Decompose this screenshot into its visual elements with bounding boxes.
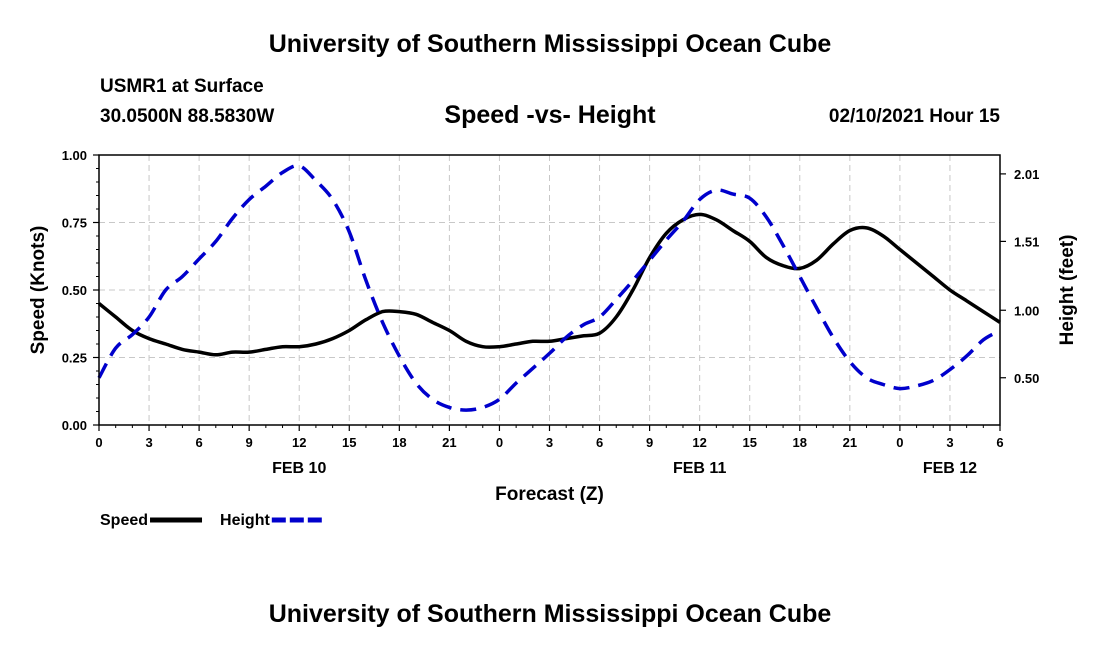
y2-tick-label: 0.50 (1014, 371, 1039, 386)
date-label: FEB 11 (673, 460, 726, 477)
x-tick-label: 21 (843, 435, 857, 450)
date-label: FEB 10 (272, 460, 326, 477)
y2-axis-label: Height (feet) (1057, 235, 1078, 346)
x-tick-label: 18 (793, 435, 807, 450)
main-title: University of Southern Mississippi Ocean… (268, 30, 832, 58)
date-label: FEB 12 (923, 460, 977, 477)
series-line-height (97, 163, 1001, 412)
legend-label-height: Height (220, 512, 270, 529)
footer-title: University of Southern Mississippi Ocean… (268, 600, 832, 628)
station-name: USMR1 at Surface (100, 76, 264, 97)
x-tick-label: 6 (596, 435, 603, 450)
legend-label-speed: Speed (100, 512, 148, 529)
x-tick-label: 3 (946, 435, 953, 450)
grid-layer (99, 155, 1000, 425)
forecast-datetime: 02/10/2021 Hour 15 (828, 106, 1000, 127)
x-tick-label: 3 (145, 435, 152, 450)
chart-title: Speed -vs- Height (444, 101, 656, 129)
x-tick-label: 0 (95, 435, 102, 450)
series-line-speed (97, 212, 1001, 357)
x-tick-label: 12 (292, 435, 306, 450)
x-tick-label: 9 (646, 435, 653, 450)
x-tick-label: 6 (195, 435, 202, 450)
y-tick-label: 0.50 (62, 283, 87, 298)
x-tick-label: 9 (246, 435, 253, 450)
station-coordinates: 30.0500N 88.5830W (100, 106, 275, 127)
x-tick-label: 15 (342, 435, 356, 450)
y2-tick-label: 1.00 (1014, 303, 1039, 318)
ticks-layer: 0 3 6 9 12 15 18 21 0 3 6 9 12 15 18 21 0 3 6 0.00 0.25 0.50 0… (62, 148, 1040, 477)
x-tick-label: 21 (442, 435, 456, 450)
y-tick-label: 0.00 (62, 418, 87, 433)
y2-tick-label: 1.51 (1014, 234, 1039, 249)
x-tick-label: 6 (996, 435, 1003, 450)
x-tick-label: 18 (392, 435, 406, 450)
legend: Speed Height (100, 512, 324, 529)
y-tick-label: 1.00 (62, 148, 87, 163)
y-axis-label: Speed (Knots) (28, 226, 49, 355)
y-tick-label: 0.25 (62, 351, 87, 366)
x-tick-label: 0 (896, 435, 903, 450)
x-axis-label: Forecast (Z) (495, 484, 604, 505)
x-tick-label: 15 (742, 435, 756, 450)
y2-tick-label: 2.01 (1014, 167, 1039, 182)
y-tick-label: 0.75 (62, 216, 87, 231)
x-tick-label: 12 (692, 435, 706, 450)
x-tick-label: 3 (546, 435, 553, 450)
series-layer (97, 163, 1001, 412)
x-tick-label: 0 (496, 435, 503, 450)
